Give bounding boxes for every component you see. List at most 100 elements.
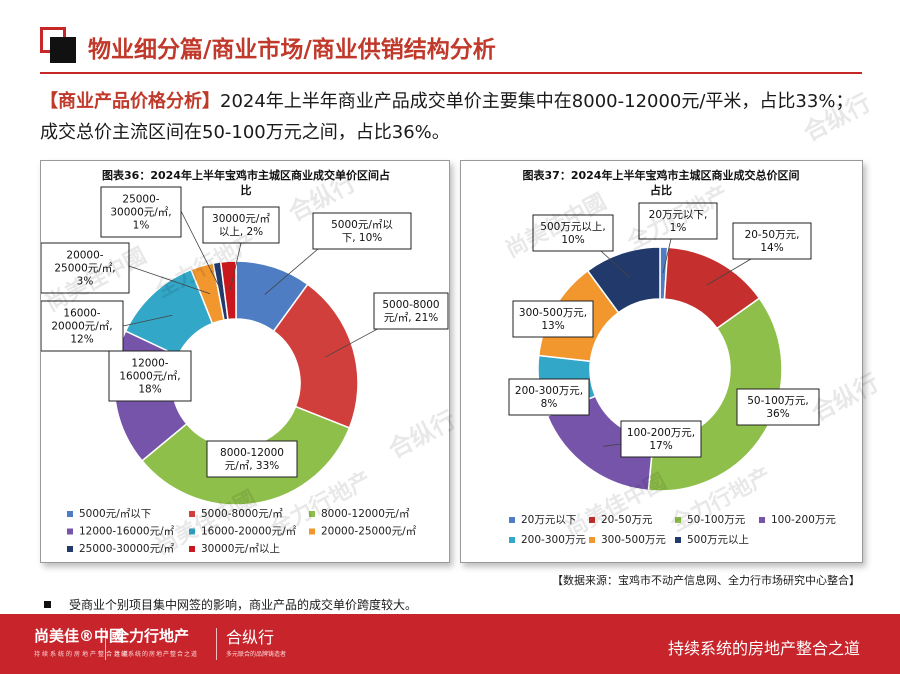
data-label-box <box>41 242 130 294</box>
data-label: 20-50万元,14% <box>732 222 812 260</box>
data-label: 100-200万元,17% <box>620 420 702 458</box>
label-leader-line <box>180 210 222 292</box>
chart-title-line-1: 图表36：2024年上半年宝鸡市主城区商业成交单价区间占 <box>102 168 390 182</box>
data-label: 5000-8000元/㎡, 21% <box>373 292 449 330</box>
legend-label: 25000-30000元/㎡ <box>79 543 175 555</box>
donut-slice <box>219 260 237 321</box>
legend-label: 20-50万元 <box>601 514 653 526</box>
data-label-text: 16000元/㎡, <box>119 371 180 383</box>
legend-swatch <box>675 537 681 543</box>
chart-title-line-1: 图表37：2024年上半年宝鸡市主城区商业成交总价区间 <box>523 168 800 182</box>
data-label-text: 20000元/㎡, <box>51 321 112 333</box>
bullet-square <box>44 601 51 608</box>
data-label-text: 12% <box>70 334 93 346</box>
data-label-box <box>532 214 614 252</box>
data-label-text: 36% <box>766 408 789 420</box>
data-label: 200-300万元,8% <box>508 378 590 416</box>
data-label-text: 18% <box>138 384 161 396</box>
brand-logo-shangmeijia: 尚美佳®中國 <box>34 627 125 645</box>
data-label-box <box>736 388 820 426</box>
data-label-box <box>508 378 590 416</box>
data-label-text: 20万元以下, <box>649 209 708 221</box>
donut-slice <box>586 246 661 314</box>
chart-title-line-2: 占比 <box>650 183 672 197</box>
data-label-text: 300-500万元, <box>519 307 587 319</box>
legend-swatch <box>67 528 73 535</box>
legend-swatch <box>509 517 515 523</box>
data-label-text: 3% <box>77 276 94 288</box>
legend-label: 20万元以下 <box>521 514 576 526</box>
data-label-text: 25000- <box>122 194 159 206</box>
label-leader-line <box>662 238 672 274</box>
data-label-text: 5000-8000 <box>382 299 439 311</box>
summary-paragraph: 【商业产品价格分析】2024年上半年商业产品成交单价主要集中在8000-1200… <box>40 86 860 148</box>
summary-text: 2024年上半年商业产品成交单价主要集中在8000-12000元/平米，占比33… <box>40 91 854 143</box>
legend-label: 20000-25000元/㎡ <box>321 526 417 538</box>
legend-swatch <box>759 517 765 523</box>
data-label-text: 元/㎡, 33% <box>225 460 280 472</box>
data-label-box <box>620 420 702 458</box>
chart-panel-unit-price: 图表36：2024年上半年宝鸡市主城区商业成交单价区间占比 5000元/㎡以 下, … <box>40 160 450 563</box>
donut-chart-total-price: 图表37：2024年上半年宝鸡市主城区商业成交总价区间占比20万元以下,1%20… <box>508 168 836 546</box>
legend-label: 100-200万元 <box>771 514 836 526</box>
data-label-box <box>206 440 298 478</box>
footer-divider <box>105 628 106 660</box>
header-icon <box>40 27 76 63</box>
data-label: 300-500万元,13% <box>512 300 594 338</box>
data-label-text: 元/㎡, 21% <box>384 312 439 324</box>
label-leader-line <box>128 265 211 295</box>
label-leader-line <box>229 242 242 291</box>
legend-label: 5000-8000元/㎡ <box>201 508 283 520</box>
brand-tagline-quanlixing: 持续系统的房地产整合之道 <box>114 651 199 658</box>
bullet-note-text: 受商业个别项目集中网签的影响，商业产品的成交单价跨度较大。 <box>69 598 418 612</box>
data-label-text: 13% <box>541 320 564 332</box>
data-label-text: 16000- <box>63 308 100 320</box>
legend-label: 30000元/㎡以上 <box>201 543 280 555</box>
page-title: 物业细分篇/商业市场/商业供销结构分析 <box>88 37 496 63</box>
brand-tagline-hezongxing: 多元联合的品牌铸造者 <box>226 651 287 658</box>
data-label-text: 500万元以上, <box>540 221 605 233</box>
legend-swatch <box>589 517 595 523</box>
data-label: 8000-12000元/㎡, 33% <box>206 440 298 478</box>
data-label-box <box>373 292 449 330</box>
data-label-text: 200-300万元, <box>515 385 583 397</box>
summary-tag: 【商业产品价格分析】 <box>40 91 220 112</box>
header-divider <box>40 72 862 74</box>
data-label-text: 17% <box>649 440 672 452</box>
data-label: 30000元/㎡以上, 2% <box>202 206 280 244</box>
data-label-text: 30000元/㎡, <box>110 207 171 219</box>
data-label-text: 8000-12000 <box>220 447 284 459</box>
data-label: 16000-20000元/㎡,12% <box>41 300 124 352</box>
brand-logo-quanlixing: 全力行地产 <box>114 627 190 645</box>
data-label: 25000-30000元/㎡,1% <box>100 186 182 238</box>
bullet-note: 受商业个别项目集中网签的影响，商业产品的成交单价跨度较大。 <box>44 596 417 613</box>
data-label-text: 以上, 2% <box>219 226 263 238</box>
data-label-text: 8% <box>541 398 558 410</box>
data-label: 50-100万元,36% <box>736 388 820 426</box>
data-label: 500万元以上,10% <box>532 214 614 252</box>
legend-label: 8000-12000元/㎡ <box>321 508 410 520</box>
source-note: 【数据来源：宝鸡市不动产信息网、全力行市场研究中心整合】 <box>552 574 860 587</box>
data-label: 12000-16000元/㎡,18% <box>108 350 192 402</box>
data-label-box <box>202 206 280 244</box>
legend-swatch <box>309 511 315 517</box>
legend-swatch <box>509 537 515 543</box>
legend-label: 500万元以上 <box>687 534 749 546</box>
legend-label: 16000-20000元/㎡ <box>201 526 297 538</box>
legend-swatch <box>67 511 73 517</box>
data-label-text: 14% <box>760 242 783 254</box>
data-label-text: 30000元/㎡ <box>212 213 270 225</box>
legend-swatch <box>189 546 195 552</box>
footer-bar: 尚美佳®中國 持续系统的房地产整合之道 全力行地产 持续系统的房地产整合之道 合… <box>0 614 900 674</box>
data-label-text: 12000- <box>131 358 168 370</box>
footer-slogan: 持续系统的房地产整合之道 <box>667 639 860 658</box>
data-label-text: 25000元/㎡, <box>54 263 115 275</box>
footer-divider <box>216 628 217 660</box>
data-label-box <box>312 212 412 250</box>
data-label-box <box>732 222 812 260</box>
label-leader-line <box>122 314 173 327</box>
legend-swatch <box>675 517 681 523</box>
header-icon-solid-square <box>50 37 76 63</box>
legend-label: 5000元/㎡以下 <box>79 508 151 520</box>
